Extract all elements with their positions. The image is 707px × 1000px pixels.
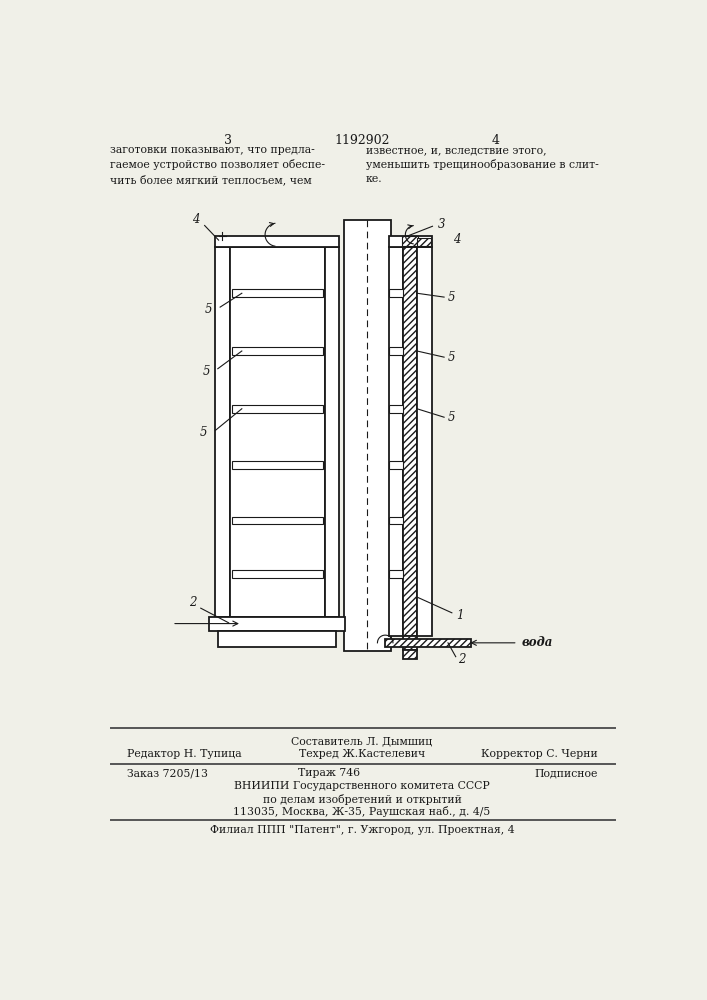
Text: 3: 3 [438,218,445,231]
Bar [417,238,431,246]
Text: 5: 5 [202,365,210,378]
Text: 2: 2 [458,653,465,666]
Text: 4: 4 [491,134,499,147]
Text: 113035, Москва, Ж-35, Раушская наб., д. 4/5: 113035, Москва, Ж-35, Раушская наб., д. … [233,806,491,817]
Bar [389,517,403,524]
Bar [389,289,403,297]
Bar [385,639,472,647]
Text: Заказ 7205/13: Заказ 7205/13 [127,768,208,778]
Bar [232,347,323,355]
Text: 5: 5 [448,291,455,304]
Text: заготовки показывают, что предла-
гаемое устройство позволяет обеспе-
чить более: заготовки показывают, что предла- гаемое… [110,145,325,185]
Bar [232,461,323,469]
Text: Корректор С. Черни: Корректор С. Черни [481,749,597,759]
Text: 5: 5 [448,351,455,364]
Text: 4: 4 [192,213,199,226]
Bar [389,461,403,469]
Bar [232,570,323,578]
Text: Техред Ж.Кастелевич: Техред Ж.Кастелевич [299,749,425,759]
Bar [389,405,403,413]
Text: известное, и, вследствие этого,
уменьшить трещинообразование в слит-
ке.: известное, и, вследствие этого, уменьшит… [366,145,599,184]
Bar [403,650,417,659]
Text: 1192902: 1192902 [334,134,390,147]
Bar [215,247,230,617]
Bar [403,247,417,636]
Bar [325,247,339,617]
Text: вода: вода [522,636,553,649]
Text: Тираж 746: Тираж 746 [298,768,360,778]
Bar [209,617,345,631]
Text: Подписное: Подписное [534,768,597,778]
Bar [389,247,403,636]
Bar [389,236,433,247]
Text: по делам изобретений и открытий: по делам изобретений и открытий [262,794,462,805]
Bar [232,405,323,413]
Text: 5: 5 [448,411,455,424]
Bar [402,235,418,246]
Text: Редактор Н. Тупица: Редактор Н. Тупица [127,749,242,759]
Bar [215,236,339,247]
Text: ВНИИПИ Государственного комитета СССР: ВНИИПИ Государственного комитета СССР [234,781,490,791]
Text: 4: 4 [452,233,460,246]
Text: 5: 5 [205,303,212,316]
Text: 2: 2 [189,596,197,609]
Bar [417,247,433,636]
Text: Составитель Л. Дымшиц: Составитель Л. Дымшиц [291,736,433,746]
Bar [389,347,403,355]
Bar [344,220,391,651]
Bar [403,636,417,650]
Bar [230,247,325,617]
Bar [232,289,323,297]
Text: 5: 5 [200,426,208,439]
Text: 3: 3 [224,134,232,147]
Bar [232,517,323,524]
Bar [389,570,403,578]
Text: 1: 1 [456,609,463,622]
Bar [218,631,336,647]
Text: Филиал ППП "Патент", г. Ужгород, ул. Проектная, 4: Филиал ППП "Патент", г. Ужгород, ул. Про… [210,825,514,835]
